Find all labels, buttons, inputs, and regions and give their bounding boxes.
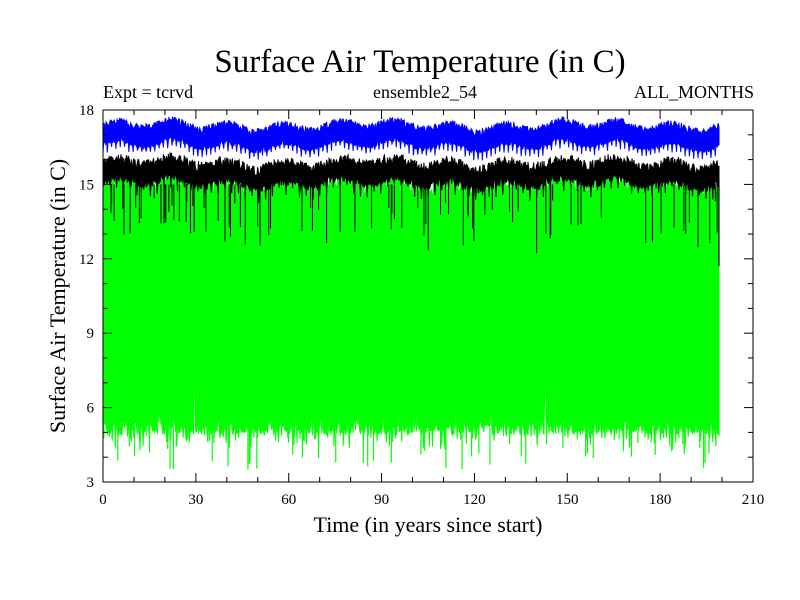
- x-tick-label: 120: [463, 492, 486, 508]
- maximum-band: [102, 116, 720, 161]
- minimum-band: [102, 166, 720, 452]
- x-tick-label: 60: [281, 492, 296, 508]
- series-maximum: [102, 116, 720, 161]
- x-tick-label: 210: [742, 492, 765, 508]
- y-tick-label: 18: [79, 103, 94, 119]
- series-minimum: [102, 166, 720, 470]
- y-axis-label: Surface Air Temperature (in C): [45, 158, 70, 434]
- y-tick-label: 6: [87, 401, 95, 417]
- months-label: ALL_MONTHS: [634, 82, 754, 102]
- ensemble-label: ensemble2_54: [373, 82, 477, 102]
- x-tick-label: 90: [374, 492, 389, 508]
- y-tick-label: 15: [79, 177, 94, 193]
- x-axis-label: Time (in years since start): [313, 512, 543, 537]
- x-tick-label: 180: [649, 492, 672, 508]
- chart-title: Surface Air Temperature (in C): [214, 44, 626, 80]
- y-tick-label: 12: [79, 252, 94, 268]
- y-tick-label: 3: [87, 475, 95, 491]
- plot-frame: [102, 109, 754, 483]
- experiment-label: Expt = tcrvd: [103, 82, 194, 102]
- x-tick-label: 150: [556, 492, 579, 508]
- x-tick-label: 30: [188, 492, 203, 508]
- axis-ticks: [102, 109, 754, 483]
- y-tick-label: 9: [87, 326, 95, 342]
- x-tick-label: 0: [99, 492, 107, 508]
- axis-tick-labels: 0 30 60 90 120 150 180 210 3 6 9 12 15 18: [79, 103, 764, 508]
- series-mean: [102, 151, 720, 267]
